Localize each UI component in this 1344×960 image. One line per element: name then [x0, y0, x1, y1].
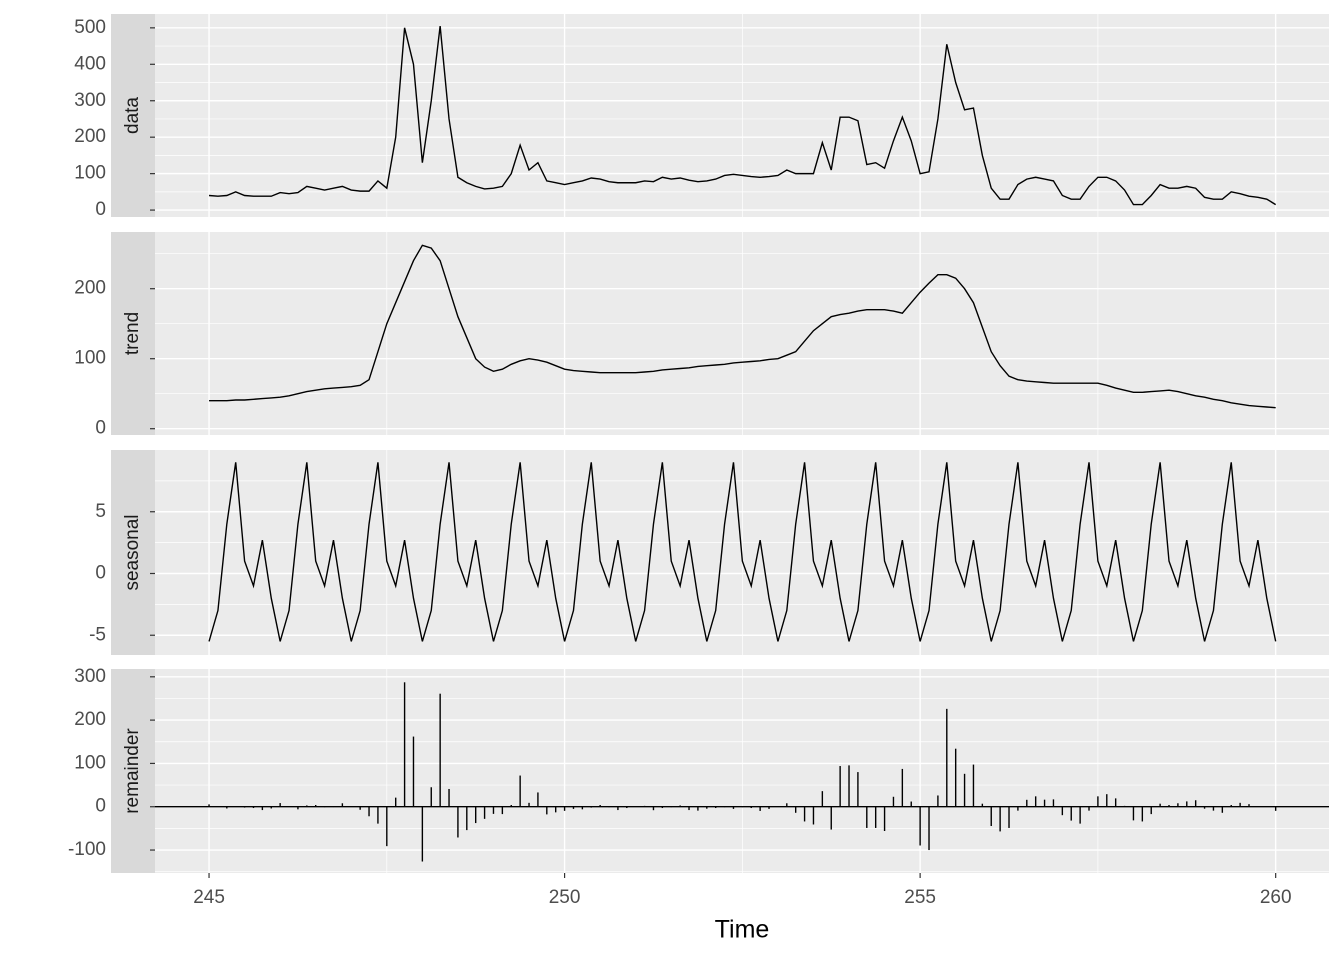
y-tick-label: 500	[74, 17, 106, 38]
y-tick-label: 400	[74, 53, 106, 74]
panel-background	[155, 232, 1329, 435]
strip-label: data	[122, 97, 143, 134]
x-tick-label: 245	[193, 887, 225, 908]
data-line	[208, 462, 1277, 642]
y-tick-label: -100	[68, 839, 106, 860]
data-line	[208, 25, 1277, 206]
y-tick-label: -5	[89, 624, 106, 645]
strip-label: remainder	[122, 728, 143, 814]
y-tick-label: 200	[74, 709, 106, 730]
data-line	[209, 244, 1276, 409]
y-tick-label: 0	[95, 563, 106, 584]
panel-background	[155, 14, 1329, 217]
x-tick-label: 250	[549, 887, 581, 908]
strip-label: trend	[122, 312, 143, 355]
y-tick-label: 100	[74, 163, 106, 184]
x-tick-label: 260	[1260, 887, 1292, 908]
y-tick-label: 100	[74, 348, 106, 369]
x-axis-label: Time	[715, 916, 770, 944]
y-tick-label: 0	[95, 418, 106, 439]
y-tick-label: 200	[74, 278, 106, 299]
strip-background	[111, 669, 155, 873]
panel-background	[155, 669, 1329, 873]
strip-background	[111, 14, 155, 217]
y-tick-label: 0	[95, 199, 106, 220]
y-tick-label: 0	[95, 796, 106, 817]
y-tick-label: 300	[74, 666, 106, 687]
strip-background	[111, 232, 155, 435]
y-tick-label: 200	[74, 126, 106, 147]
strip-label: seasonal	[122, 514, 143, 590]
strip-background	[111, 450, 155, 655]
x-tick-label: 255	[904, 887, 936, 908]
y-tick-label: 100	[74, 752, 106, 773]
y-tick-label: 300	[74, 90, 106, 111]
y-tick-label: 5	[95, 501, 106, 522]
